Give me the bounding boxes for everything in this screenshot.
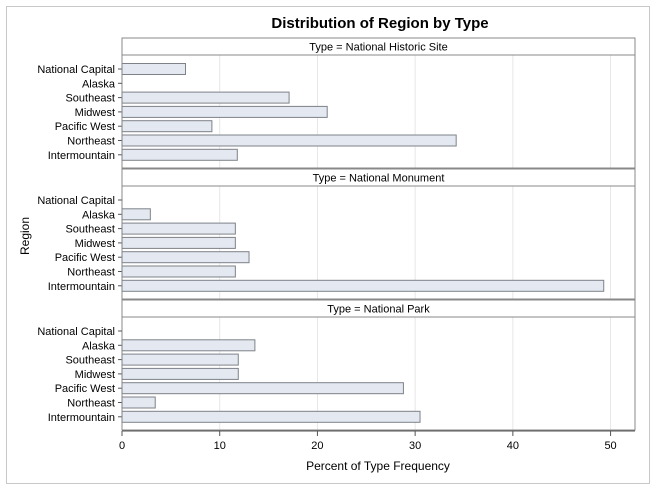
bar: [121, 236, 236, 249]
category-label: Midwest: [75, 369, 115, 381]
category-label: Intermountain: [48, 281, 115, 293]
bar: [121, 148, 238, 161]
category-label: Northeast: [67, 398, 115, 410]
category-label: Alaska: [82, 340, 116, 352]
chart-frame: [6, 6, 650, 484]
bar: [121, 222, 236, 235]
bar: [121, 353, 239, 366]
category-label: National Capital: [37, 326, 115, 338]
chart-title: Distribution of Region by Type: [271, 15, 488, 32]
category-label: Alaska: [82, 209, 116, 221]
panel-label: Type = National Park: [327, 304, 430, 316]
x-tick-label: 20: [311, 440, 323, 452]
panel-1: Type = National Historic Site National Ca…: [37, 37, 636, 169]
category-label: Midwest: [75, 238, 115, 250]
chart-panels: Type = National Historic Site National Ca…: [37, 37, 636, 431]
x-tick-label: 30: [409, 440, 421, 452]
bar: [121, 91, 290, 104]
category-label: Midwest: [75, 107, 115, 119]
x-axis-label: Percent of Type Frequency: [306, 459, 450, 473]
bar: [121, 339, 256, 352]
x-tick-label: 50: [604, 440, 616, 452]
category-label: National Capital: [37, 64, 115, 76]
category-label: Southeast: [65, 93, 115, 105]
bar: [121, 120, 213, 133]
bar: [121, 367, 239, 380]
panel-label: Type = National Monument: [313, 173, 445, 185]
category-label: Pacific West: [55, 383, 115, 395]
x-tick-label: 40: [507, 440, 519, 452]
bar: [121, 208, 151, 221]
bar: [121, 410, 421, 423]
category-label: National Capital: [37, 195, 115, 207]
panel-3: Type = National Park National Capital Alas…: [37, 299, 636, 431]
bar: [121, 105, 328, 118]
category-label: Intermountain: [48, 412, 115, 424]
bar: [121, 265, 236, 278]
y-axis-label: Region: [18, 217, 32, 255]
category-label: Southeast: [65, 224, 115, 236]
x-tick-label: 10: [214, 440, 226, 452]
bar: [121, 134, 457, 147]
category-label: Southeast: [65, 355, 115, 367]
panel-label: Type = National Historic Site: [309, 42, 447, 54]
category-label: Alaska: [82, 78, 116, 90]
bar: [121, 396, 156, 409]
category-label: Northeast: [67, 136, 115, 148]
bar: [121, 251, 250, 264]
bar: [121, 63, 187, 75]
category-label: Pacific West: [55, 252, 115, 264]
category-label: Northeast: [67, 267, 115, 279]
x-tick-label: 0: [119, 440, 125, 452]
x-axis: 0 10 20 30 40 50: [119, 430, 635, 452]
panel-2: Type = National Monument National Capital…: [37, 168, 636, 300]
bar: [121, 279, 605, 292]
category-label: Pacific West: [55, 121, 115, 133]
bar: [121, 382, 404, 395]
category-label: Intermountain: [48, 150, 115, 162]
